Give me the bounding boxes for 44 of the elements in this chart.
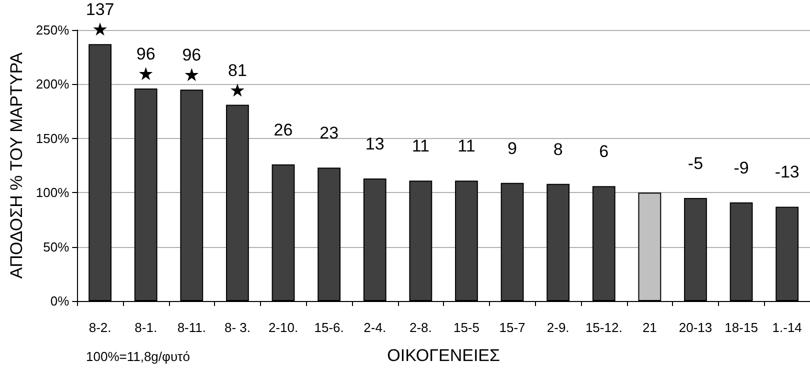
annotation: -13 — [774, 162, 800, 182]
text: 100%=11,8g/φυτό — [86, 349, 190, 364]
y-axis-title: ΑΠΟΔΟΣΗ % ΤΟΥ ΜΑΡΤΥΡΑ — [7, 52, 26, 279]
annotation: 11 — [412, 136, 430, 156]
x-tick-label: 8- 3. — [224, 320, 250, 335]
y-tick-label: 0% — [50, 294, 70, 308]
x-tick-label: 21 — [642, 320, 657, 335]
x-tick-label: 20-13 — [678, 320, 712, 335]
y-tick-label: 250% — [36, 22, 70, 38]
x-tick-label: 15-12. — [585, 320, 622, 335]
y-tick-label: 50% — [43, 239, 70, 254]
annotation: 8 — [553, 140, 563, 159]
annotation: ★ — [92, 20, 108, 41]
x-tick-label: 2-9. — [546, 320, 570, 335]
x-tick-label: 8-1. — [134, 320, 158, 335]
x-tick-label: 15-5 — [453, 320, 480, 335]
x-tick-label: 8-2. — [88, 320, 112, 335]
annotation: -5 — [688, 154, 704, 174]
annotation: 96 — [136, 44, 156, 64]
y-tick-label: 100% — [36, 185, 70, 200]
annotation: 23 — [320, 124, 339, 143]
annotation: ★ — [229, 80, 246, 102]
annotation: 96 — [182, 46, 202, 65]
x-tick-label: 2-10. — [268, 320, 298, 335]
annotation: ★ — [138, 64, 154, 86]
annotation: 81 — [228, 60, 247, 80]
annotation: ★ — [184, 65, 200, 86]
annotation: -9 — [734, 158, 749, 178]
x-tick-label: 15-7 — [499, 320, 526, 335]
annotation: 137 — [86, 0, 114, 20]
annotation: 6 — [599, 142, 609, 162]
y-tick-label: 150% — [36, 130, 70, 146]
x-tick-label: 18-15 — [724, 320, 758, 335]
annotation: 13 — [365, 134, 384, 154]
x-axis-title: ΟΙΚΟΓΕΝΕΙΕΣ — [387, 346, 500, 365]
x-tick-label: 2-8. — [409, 320, 432, 335]
y-tick-label: 200% — [36, 76, 70, 92]
annotation: 26 — [274, 120, 293, 140]
x-tick-label: 8-11. — [177, 320, 206, 335]
x-tick-label: 15-6. — [314, 320, 344, 335]
x-tick-label: 2-4. — [364, 320, 386, 335]
x-tick-label: 1.-14 — [772, 320, 802, 335]
annotation: 9 — [508, 138, 518, 158]
annotation: 11 — [458, 136, 476, 156]
